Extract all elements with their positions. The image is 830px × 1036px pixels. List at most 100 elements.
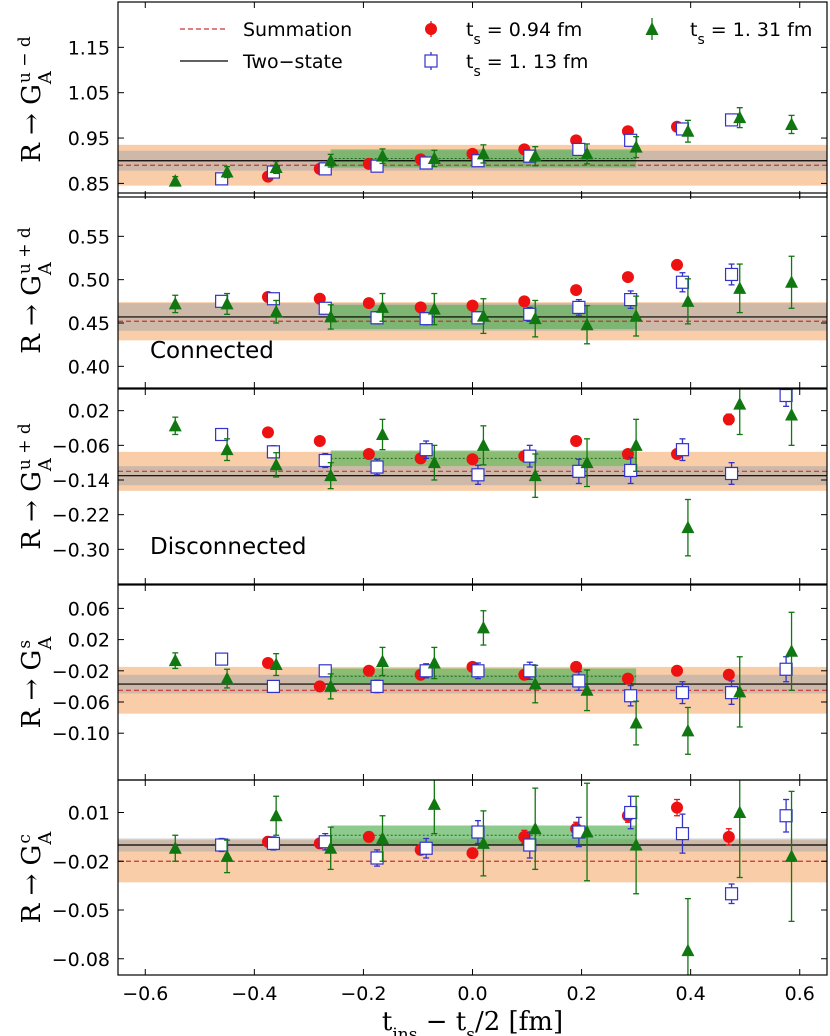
marker-triangle xyxy=(427,302,441,315)
data-point-ts094 xyxy=(414,301,427,314)
data-point-ts131 xyxy=(476,425,490,466)
marker-triangle xyxy=(733,281,747,294)
data-point-ts113 xyxy=(624,795,638,830)
marker-square xyxy=(370,159,384,173)
data-point-ts131 xyxy=(785,114,799,135)
marker-square xyxy=(215,652,229,666)
y-tick-label: 0.50 xyxy=(68,270,110,292)
data-point-ts131 xyxy=(427,292,441,326)
y-tick-label: 0.01 xyxy=(68,803,110,825)
marker-triangle xyxy=(785,408,799,421)
data-point-ts113 xyxy=(572,142,586,156)
data-point-ts113 xyxy=(471,464,485,485)
x-tick-label: 0.6 xyxy=(785,983,815,1005)
marker-triangle xyxy=(629,838,643,851)
data-point-ts113 xyxy=(266,445,281,459)
data-point-ts113 xyxy=(215,427,229,442)
data-point-ts131 xyxy=(168,834,182,862)
data-point-ts131 xyxy=(785,389,799,446)
marker-triangle xyxy=(168,174,182,187)
data-point-ts131 xyxy=(324,462,338,490)
marker-triangle xyxy=(324,153,338,167)
data-point-ts131 xyxy=(376,815,390,862)
marker-circle xyxy=(570,435,583,447)
marker-triangle xyxy=(324,679,338,692)
marker-triangle xyxy=(324,309,338,323)
marker-triangle xyxy=(629,140,643,153)
marker-square xyxy=(779,389,793,403)
marker-square xyxy=(572,674,586,688)
marker-triangle xyxy=(476,836,490,849)
marker-triangle xyxy=(168,418,182,432)
marker-triangle xyxy=(168,653,182,667)
marker-circle xyxy=(414,301,427,314)
marker-triangle xyxy=(785,117,799,130)
data-point-ts131 xyxy=(168,416,182,436)
marker-triangle xyxy=(427,656,441,669)
data-point-ts131 xyxy=(785,790,799,923)
marker-triangle xyxy=(269,304,283,318)
data-point-ts131 xyxy=(427,149,441,168)
marker-circle xyxy=(362,297,375,310)
y-tick-label: 0.40 xyxy=(68,356,110,378)
marker-triangle xyxy=(528,311,542,325)
data-point-ts131 xyxy=(324,153,338,168)
marker-triangle xyxy=(376,654,390,667)
marker-triangle xyxy=(269,657,283,671)
data-point-ts113 xyxy=(419,440,433,459)
data-point-ts131 xyxy=(269,299,283,324)
y-tick-label: −0.06 xyxy=(52,692,110,714)
y-tick-label: 0.06 xyxy=(68,598,110,620)
marker-triangle xyxy=(269,457,283,471)
data-point-ts131 xyxy=(528,664,542,704)
data-point-ts113 xyxy=(523,444,537,468)
y-tick-label: 0.02 xyxy=(68,630,110,652)
data-point-ts131 xyxy=(269,795,283,836)
marker-triangle xyxy=(476,146,490,160)
data-point-ts113 xyxy=(675,438,690,462)
legend-two-state-label: Two−state xyxy=(242,51,343,73)
data-point-ts094 xyxy=(570,435,583,447)
marker-square xyxy=(471,664,485,678)
data-point-ts131 xyxy=(427,780,441,835)
y-tick-label: −0.02 xyxy=(52,851,110,873)
marker-circle xyxy=(466,299,479,312)
data-point-ts131 xyxy=(376,148,390,165)
data-point-ts131 xyxy=(681,498,695,557)
marker-triangle xyxy=(376,300,390,313)
data-point-ts094 xyxy=(362,664,375,677)
y-tick-label: −0.14 xyxy=(52,470,110,492)
y-axis-label: R → GAu + d xyxy=(15,423,56,550)
panel-u+d-connected: 0.40 0.45 0.50 0.55 R → GAu + d Connected xyxy=(15,192,828,389)
data-point-ts094 xyxy=(621,271,634,284)
panel-annotation: Connected xyxy=(150,338,274,364)
marker-triangle xyxy=(528,821,542,835)
marker-square xyxy=(419,312,433,326)
data-point-ts131 xyxy=(629,418,643,472)
data-point-ts131 xyxy=(376,418,390,451)
data-point-ts131 xyxy=(476,144,490,164)
data-point-ts113 xyxy=(675,813,690,854)
data-point-ts131 xyxy=(476,298,490,335)
data-point-ts131 xyxy=(580,782,594,882)
data-point-ts113 xyxy=(675,272,690,293)
data-point-ts131 xyxy=(220,438,234,462)
data-point-ts113 xyxy=(266,836,281,851)
marker-square xyxy=(675,827,690,841)
data-point-ts094 xyxy=(362,297,375,310)
marker-square xyxy=(419,443,433,457)
data-point-ts113 xyxy=(779,798,793,833)
data-point-ts094 xyxy=(671,258,684,271)
marker-circle xyxy=(621,672,634,685)
marker-square xyxy=(471,468,485,482)
data-point-ts113 xyxy=(419,311,433,326)
data-point-ts131 xyxy=(580,669,594,712)
y-tick-label: 1.15 xyxy=(68,37,110,59)
legend-ts131-label: ts = 1. 31 fm xyxy=(690,19,812,48)
legend-ts094-label: ts = 0.94 fm xyxy=(466,19,582,48)
marker-circle xyxy=(671,664,684,677)
data-point-ts094 xyxy=(261,426,274,439)
marker-circle xyxy=(518,295,531,308)
data-point-ts113 xyxy=(724,263,739,286)
